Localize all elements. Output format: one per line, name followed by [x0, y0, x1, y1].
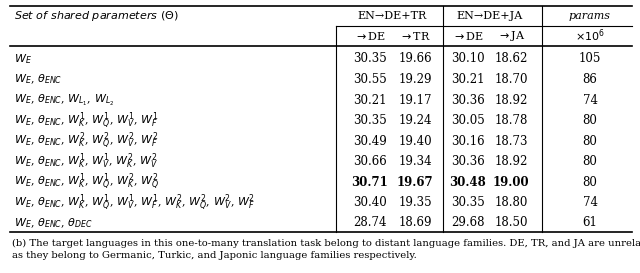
Text: 19.00: 19.00: [493, 176, 529, 188]
Text: 19.17: 19.17: [398, 93, 432, 106]
Text: 18.92: 18.92: [494, 155, 528, 168]
Text: (b) The target languages in this one-to-many translation task belong to distant : (b) The target languages in this one-to-…: [12, 238, 640, 248]
Text: $\rightarrow$JA: $\rightarrow$JA: [497, 29, 525, 43]
Text: 30.35: 30.35: [353, 52, 387, 66]
Text: $W_E$, $\theta_{ENC}$, $W_{L_1}$, $W_{L_2}$: $W_E$, $\theta_{ENC}$, $W_{L_1}$, $W_{L_…: [14, 93, 115, 108]
Text: 30.55: 30.55: [353, 73, 387, 86]
Text: 30.71: 30.71: [351, 176, 388, 188]
Text: $W_E$, $\theta_{ENC}$, $W_K^1$, $W_V^1$, $W_K^2$, $W_V^2$: $W_E$, $\theta_{ENC}$, $W_K^1$, $W_V^1$,…: [14, 152, 159, 171]
Text: 30.66: 30.66: [353, 155, 387, 168]
Text: 30.35: 30.35: [353, 114, 387, 127]
Text: $\it{Set\ of\ shared\ parameters}$ $(\Theta)$: $\it{Set\ of\ shared\ parameters}$ $(\Th…: [14, 9, 179, 23]
Text: 19.29: 19.29: [398, 73, 432, 86]
Text: 61: 61: [582, 216, 597, 230]
Text: EN→DE+JA: EN→DE+JA: [456, 11, 523, 21]
Text: 30.36: 30.36: [451, 155, 485, 168]
Text: 28.74: 28.74: [353, 216, 387, 230]
Text: 19.34: 19.34: [398, 155, 432, 168]
Text: 18.62: 18.62: [494, 52, 528, 66]
Text: 18.70: 18.70: [494, 73, 528, 86]
Text: 19.24: 19.24: [398, 114, 432, 127]
Text: $W_E$, $\theta_{ENC}$, $W_K^2$, $W_Q^2$, $W_V^2$, $W_F^2$: $W_E$, $\theta_{ENC}$, $W_K^2$, $W_Q^2$,…: [14, 130, 158, 152]
Text: 30.35: 30.35: [451, 196, 485, 209]
Text: as they belong to Germanic, Turkic, and Japonic language families respectively.: as they belong to Germanic, Turkic, and …: [12, 251, 417, 260]
Text: 18.69: 18.69: [398, 216, 432, 230]
Text: 19.35: 19.35: [398, 196, 432, 209]
Text: $W_E$, $\theta_{ENC}$, $\theta_{DEC}$: $W_E$, $\theta_{ENC}$, $\theta_{DEC}$: [14, 216, 93, 230]
Text: 19.66: 19.66: [398, 52, 432, 66]
Text: 18.73: 18.73: [494, 135, 528, 147]
Text: 30.48: 30.48: [450, 176, 486, 188]
Text: 30.21: 30.21: [353, 93, 387, 106]
Text: $W_E$, $\theta_{ENC}$, $W_K^1$, $W_Q^1$, $W_V^1$, $W_F^1$: $W_E$, $\theta_{ENC}$, $W_K^1$, $W_Q^1$,…: [14, 110, 158, 131]
Text: $\rightarrow$DE: $\rightarrow$DE: [354, 30, 386, 42]
Text: EN→DE+TR: EN→DE+TR: [358, 11, 427, 21]
Text: $W_E$: $W_E$: [14, 52, 32, 66]
Text: 29.68: 29.68: [451, 216, 484, 230]
Text: $W_E$, $\theta_{ENC}$, $W_K^1$, $W_Q^1$, $W_K^2$, $W_Q^2$: $W_E$, $\theta_{ENC}$, $W_K^1$, $W_Q^1$,…: [14, 171, 159, 192]
Text: 105: 105: [579, 52, 601, 66]
Text: $\rightarrow$TR: $\rightarrow$TR: [399, 30, 431, 42]
Text: 18.80: 18.80: [494, 196, 528, 209]
Text: 30.16: 30.16: [451, 135, 485, 147]
Text: 30.49: 30.49: [353, 135, 387, 147]
Text: 19.67: 19.67: [397, 176, 433, 188]
Text: 18.78: 18.78: [494, 114, 528, 127]
Text: params: params: [569, 11, 611, 21]
Text: $\times 10^6$: $\times 10^6$: [575, 28, 605, 44]
Text: 30.40: 30.40: [353, 196, 387, 209]
Text: $\rightarrow$DE: $\rightarrow$DE: [452, 30, 484, 42]
Text: 18.92: 18.92: [494, 93, 528, 106]
Text: 18.50: 18.50: [494, 216, 528, 230]
Text: 30.21: 30.21: [451, 73, 484, 86]
Text: 80: 80: [582, 135, 597, 147]
Text: 80: 80: [582, 155, 597, 168]
Text: 30.10: 30.10: [451, 52, 485, 66]
Text: 74: 74: [582, 196, 598, 209]
Text: 30.36: 30.36: [451, 93, 485, 106]
Text: 74: 74: [582, 93, 598, 106]
Text: $W_E$, $\theta_{ENC}$: $W_E$, $\theta_{ENC}$: [14, 73, 62, 86]
Text: 30.05: 30.05: [451, 114, 485, 127]
Text: 80: 80: [582, 176, 597, 188]
Text: 80: 80: [582, 114, 597, 127]
Text: 19.40: 19.40: [398, 135, 432, 147]
Text: 86: 86: [582, 73, 597, 86]
Text: $W_E$, $\theta_{ENC}$, $W_K^1$, $W_Q^1$, $W_V^1$, $W_F^1$, $W_K^2$, $W_Q^2$, $W_: $W_E$, $\theta_{ENC}$, $W_K^1$, $W_Q^1$,…: [14, 192, 255, 213]
